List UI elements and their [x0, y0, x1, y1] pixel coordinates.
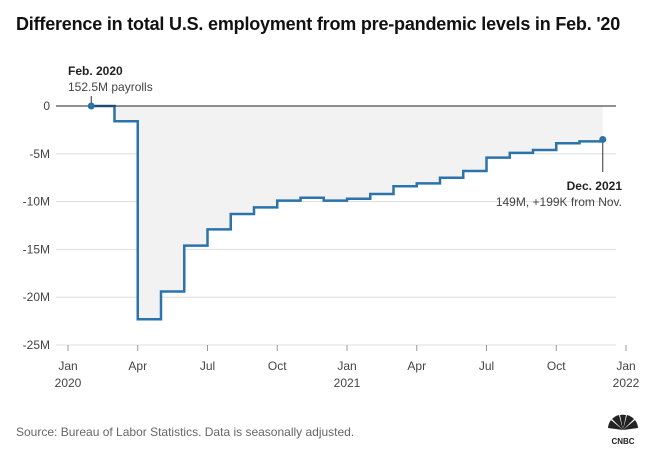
cnbc-logo: CNBC [608, 414, 638, 446]
x-tick-label: Jul [479, 359, 494, 373]
x-tick-label: Oct [547, 359, 566, 373]
logo-text: CNBC [611, 437, 634, 446]
chart-title: Difference in total U.S. employment from… [16, 14, 621, 34]
x-tick-year: 2020 [55, 376, 82, 390]
y-tick-label: -15M [23, 242, 50, 256]
start-annotation-detail: 152.5M payrolls [68, 80, 153, 94]
x-tick-label: Jan [616, 359, 635, 373]
x-tick-label: Jan [337, 359, 356, 373]
annotations: Feb. 2020 152.5M payrolls Dec. 2021 149M, +… [56, 64, 622, 209]
y-tick-label: -5M [29, 147, 50, 161]
y-tick-label: -10M [23, 195, 50, 209]
x-tick-label: Jul [200, 359, 215, 373]
end-annotation-detail: 149M, +199K from Nov. [496, 195, 622, 209]
source-note: Source: Bureau of Labor Statistics. Data… [16, 425, 355, 439]
x-tick-label: Apr [407, 359, 426, 373]
x-tick-label: Apr [128, 359, 147, 373]
deficit-area [91, 106, 603, 320]
y-tick-label: 0 [43, 99, 50, 113]
start-point [87, 102, 95, 110]
y-tick-label: -25M [23, 338, 50, 352]
series-line [91, 104, 604, 321]
end-annotation-title: Dec. 2021 [567, 179, 623, 193]
y-tick-label: -20M [23, 290, 50, 304]
x-axis-ticks: Jan 2020 Apr Jul Oct Jan 2021 Apr Jul Oct Jan 2022 [55, 345, 640, 390]
x-tick-year: 2022 [613, 376, 640, 390]
end-point [599, 135, 607, 143]
y-axis-ticks: 0 -5M -10M -15M -20M -25M [23, 99, 51, 352]
x-tick-label: Jan [58, 359, 77, 373]
x-tick-year: 2021 [334, 376, 361, 390]
x-tick-label: Oct [268, 359, 287, 373]
start-annotation-title: Feb. 2020 [68, 64, 123, 78]
